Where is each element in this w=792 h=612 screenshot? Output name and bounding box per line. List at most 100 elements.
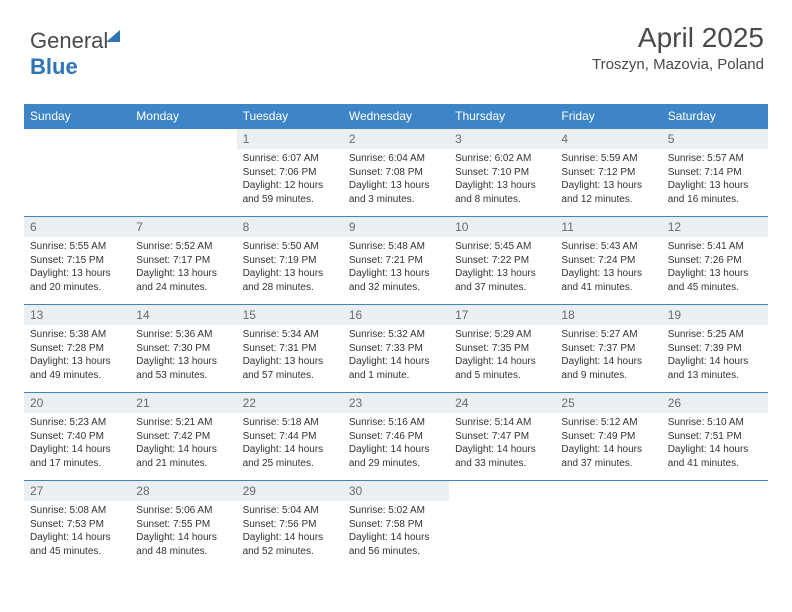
- calendar-day-cell: 4Sunrise: 5:59 AMSunset: 7:12 PMDaylight…: [555, 129, 661, 217]
- day-number: 10: [449, 217, 555, 237]
- day-details: Sunrise: 5:23 AMSunset: 7:40 PMDaylight:…: [24, 413, 130, 474]
- day-details: Sunrise: 5:12 AMSunset: 7:49 PMDaylight:…: [555, 413, 661, 474]
- day-details: Sunrise: 5:55 AMSunset: 7:15 PMDaylight:…: [24, 237, 130, 298]
- calendar-day-cell: 8Sunrise: 5:50 AMSunset: 7:19 PMDaylight…: [237, 217, 343, 305]
- day-number: 20: [24, 393, 130, 413]
- day-details: Sunrise: 5:21 AMSunset: 7:42 PMDaylight:…: [130, 413, 236, 474]
- day-details: Sunrise: 5:48 AMSunset: 7:21 PMDaylight:…: [343, 237, 449, 298]
- day-number: 30: [343, 481, 449, 501]
- day-number: 17: [449, 305, 555, 325]
- day-details: Sunrise: 5:57 AMSunset: 7:14 PMDaylight:…: [662, 149, 768, 210]
- calendar-day-cell: 10Sunrise: 5:45 AMSunset: 7:22 PMDayligh…: [449, 217, 555, 305]
- calendar-day-cell: 26Sunrise: 5:10 AMSunset: 7:51 PMDayligh…: [662, 393, 768, 481]
- calendar-week-row: 27Sunrise: 5:08 AMSunset: 7:53 PMDayligh…: [24, 481, 768, 569]
- day-number: 25: [555, 393, 661, 413]
- brand-part2: Blue: [30, 54, 78, 79]
- day-number: 28: [130, 481, 236, 501]
- day-number: 19: [662, 305, 768, 325]
- calendar-empty-cell: [24, 129, 130, 217]
- weekday-header: Wednesday: [343, 104, 449, 129]
- day-number: 1: [237, 129, 343, 149]
- day-number: 12: [662, 217, 768, 237]
- day-details: Sunrise: 6:04 AMSunset: 7:08 PMDaylight:…: [343, 149, 449, 210]
- calendar-day-cell: 14Sunrise: 5:36 AMSunset: 7:30 PMDayligh…: [130, 305, 236, 393]
- day-details: Sunrise: 5:06 AMSunset: 7:55 PMDaylight:…: [130, 501, 236, 562]
- calendar-day-cell: 21Sunrise: 5:21 AMSunset: 7:42 PMDayligh…: [130, 393, 236, 481]
- day-details: Sunrise: 6:02 AMSunset: 7:10 PMDaylight:…: [449, 149, 555, 210]
- calendar-empty-cell: [555, 481, 661, 569]
- calendar-day-cell: 23Sunrise: 5:16 AMSunset: 7:46 PMDayligh…: [343, 393, 449, 481]
- day-number: 16: [343, 305, 449, 325]
- calendar-day-cell: 11Sunrise: 5:43 AMSunset: 7:24 PMDayligh…: [555, 217, 661, 305]
- month-title: April 2025: [592, 22, 764, 54]
- calendar-day-cell: 1Sunrise: 6:07 AMSunset: 7:06 PMDaylight…: [237, 129, 343, 217]
- calendar-body: 1Sunrise: 6:07 AMSunset: 7:06 PMDaylight…: [24, 129, 768, 569]
- day-number: 3: [449, 129, 555, 149]
- day-number: 22: [237, 393, 343, 413]
- weekday-header: Saturday: [662, 104, 768, 129]
- calendar-day-cell: 5Sunrise: 5:57 AMSunset: 7:14 PMDaylight…: [662, 129, 768, 217]
- day-number: 15: [237, 305, 343, 325]
- day-number: 11: [555, 217, 661, 237]
- calendar-day-cell: 3Sunrise: 6:02 AMSunset: 7:10 PMDaylight…: [449, 129, 555, 217]
- weekday-header: Monday: [130, 104, 236, 129]
- calendar-day-cell: 17Sunrise: 5:29 AMSunset: 7:35 PMDayligh…: [449, 305, 555, 393]
- calendar-day-cell: 16Sunrise: 5:32 AMSunset: 7:33 PMDayligh…: [343, 305, 449, 393]
- calendar-day-cell: 20Sunrise: 5:23 AMSunset: 7:40 PMDayligh…: [24, 393, 130, 481]
- day-number: 27: [24, 481, 130, 501]
- calendar-day-cell: 22Sunrise: 5:18 AMSunset: 7:44 PMDayligh…: [237, 393, 343, 481]
- calendar-day-cell: 28Sunrise: 5:06 AMSunset: 7:55 PMDayligh…: [130, 481, 236, 569]
- weekday-header: Thursday: [449, 104, 555, 129]
- day-details: Sunrise: 6:07 AMSunset: 7:06 PMDaylight:…: [237, 149, 343, 210]
- brand-part1: General: [30, 28, 108, 53]
- day-details: Sunrise: 5:41 AMSunset: 7:26 PMDaylight:…: [662, 237, 768, 298]
- weekday-header-row: SundayMondayTuesdayWednesdayThursdayFrid…: [24, 104, 768, 129]
- brand-triangle-icon: [106, 30, 120, 42]
- calendar-day-cell: 29Sunrise: 5:04 AMSunset: 7:56 PMDayligh…: [237, 481, 343, 569]
- day-number: 23: [343, 393, 449, 413]
- day-number: 24: [449, 393, 555, 413]
- day-number: 9: [343, 217, 449, 237]
- day-number: 18: [555, 305, 661, 325]
- day-details: Sunrise: 5:38 AMSunset: 7:28 PMDaylight:…: [24, 325, 130, 386]
- weekday-header: Friday: [555, 104, 661, 129]
- day-details: Sunrise: 5:08 AMSunset: 7:53 PMDaylight:…: [24, 501, 130, 562]
- day-details: Sunrise: 5:52 AMSunset: 7:17 PMDaylight:…: [130, 237, 236, 298]
- day-details: Sunrise: 5:25 AMSunset: 7:39 PMDaylight:…: [662, 325, 768, 386]
- day-number: 14: [130, 305, 236, 325]
- day-details: Sunrise: 5:50 AMSunset: 7:19 PMDaylight:…: [237, 237, 343, 298]
- calendar-week-row: 20Sunrise: 5:23 AMSunset: 7:40 PMDayligh…: [24, 393, 768, 481]
- weekday-header: Tuesday: [237, 104, 343, 129]
- calendar-day-cell: 30Sunrise: 5:02 AMSunset: 7:58 PMDayligh…: [343, 481, 449, 569]
- calendar-day-cell: 13Sunrise: 5:38 AMSunset: 7:28 PMDayligh…: [24, 305, 130, 393]
- day-details: Sunrise: 5:04 AMSunset: 7:56 PMDaylight:…: [237, 501, 343, 562]
- calendar-day-cell: 7Sunrise: 5:52 AMSunset: 7:17 PMDaylight…: [130, 217, 236, 305]
- day-number: 4: [555, 129, 661, 149]
- day-details: Sunrise: 5:02 AMSunset: 7:58 PMDaylight:…: [343, 501, 449, 562]
- calendar-week-row: 1Sunrise: 6:07 AMSunset: 7:06 PMDaylight…: [24, 129, 768, 217]
- day-number: 7: [130, 217, 236, 237]
- calendar-empty-cell: [130, 129, 236, 217]
- calendar-empty-cell: [449, 481, 555, 569]
- calendar-empty-cell: [662, 481, 768, 569]
- calendar-table: SundayMondayTuesdayWednesdayThursdayFrid…: [24, 104, 768, 569]
- calendar-day-cell: 15Sunrise: 5:34 AMSunset: 7:31 PMDayligh…: [237, 305, 343, 393]
- day-details: Sunrise: 5:29 AMSunset: 7:35 PMDaylight:…: [449, 325, 555, 386]
- day-details: Sunrise: 5:43 AMSunset: 7:24 PMDaylight:…: [555, 237, 661, 298]
- day-number: 26: [662, 393, 768, 413]
- calendar-day-cell: 12Sunrise: 5:41 AMSunset: 7:26 PMDayligh…: [662, 217, 768, 305]
- day-number: 21: [130, 393, 236, 413]
- location-subtitle: Troszyn, Mazovia, Poland: [592, 56, 764, 73]
- day-details: Sunrise: 5:18 AMSunset: 7:44 PMDaylight:…: [237, 413, 343, 474]
- calendar-day-cell: 27Sunrise: 5:08 AMSunset: 7:53 PMDayligh…: [24, 481, 130, 569]
- calendar-week-row: 13Sunrise: 5:38 AMSunset: 7:28 PMDayligh…: [24, 305, 768, 393]
- day-number: 13: [24, 305, 130, 325]
- day-number: 29: [237, 481, 343, 501]
- day-number: 8: [237, 217, 343, 237]
- day-details: Sunrise: 5:10 AMSunset: 7:51 PMDaylight:…: [662, 413, 768, 474]
- calendar-day-cell: 2Sunrise: 6:04 AMSunset: 7:08 PMDaylight…: [343, 129, 449, 217]
- day-details: Sunrise: 5:59 AMSunset: 7:12 PMDaylight:…: [555, 149, 661, 210]
- calendar-day-cell: 6Sunrise: 5:55 AMSunset: 7:15 PMDaylight…: [24, 217, 130, 305]
- day-number: 6: [24, 217, 130, 237]
- day-details: Sunrise: 5:32 AMSunset: 7:33 PMDaylight:…: [343, 325, 449, 386]
